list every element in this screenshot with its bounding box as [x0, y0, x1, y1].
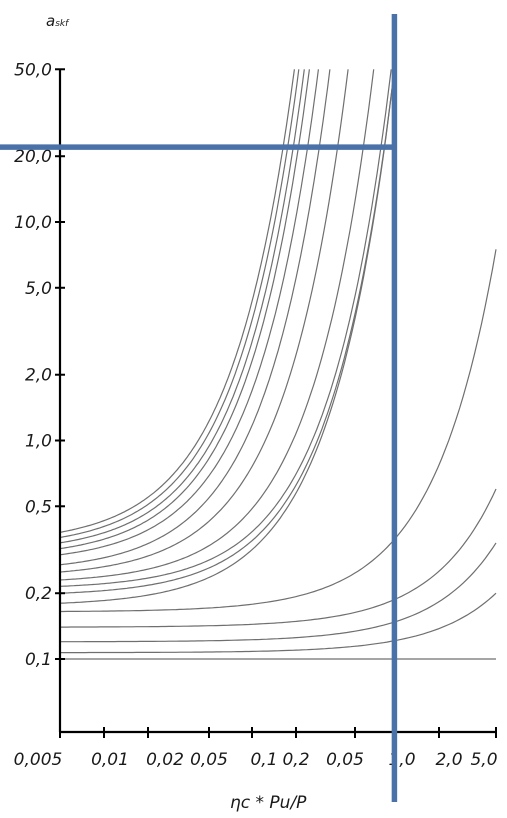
y-tick-label: 50,0: [14, 60, 52, 80]
x-tick-label: 5,0: [470, 750, 497, 770]
y-tick-label: 0,5: [25, 497, 52, 517]
y-tick-label: 10,0: [14, 213, 52, 233]
curve-6: [59, 69, 395, 604]
curve-12: [59, 69, 319, 556]
x-tick-label: 0,005: [14, 750, 63, 770]
x-tick-label: 0,05: [326, 750, 364, 770]
x-tick-label: 2,0: [435, 750, 462, 770]
x-tick-label: 0,01: [91, 750, 129, 770]
y-tick-label: 0,2: [25, 584, 52, 604]
y-tick-label: 5,0: [25, 279, 52, 299]
x-tick-label: 0,1: [250, 750, 277, 770]
curve-4: [60, 488, 497, 628]
y-axis-title: askf: [46, 12, 70, 30]
curve-10: [59, 69, 349, 573]
curve-9: [59, 69, 375, 581]
x-tick-label: 0,2: [282, 750, 309, 770]
curve-5: [60, 249, 497, 613]
curve-16: [59, 69, 295, 533]
curve-3: [60, 542, 497, 643]
curve-group: [59, 69, 497, 660]
marker-group: [0, 14, 398, 802]
curve-14: [59, 69, 305, 544]
y-axis-title-subscript: skf: [55, 19, 70, 29]
curve-8: [59, 69, 392, 587]
curve-15: [59, 69, 300, 538]
y-tick-label: 2,0: [25, 366, 52, 386]
curve-7: [59, 69, 395, 594]
curve-11: [59, 69, 331, 566]
y-tick-label: 1,0: [25, 432, 52, 452]
x-axis-title: ηc * Pu/P: [230, 793, 307, 813]
y-tick-label: 0,1: [25, 650, 52, 670]
curve-13: [59, 69, 310, 550]
curve-2: [60, 592, 497, 654]
x-tick-label: 0,02: [146, 750, 184, 770]
tick-label-group: 50,020,010,05,02,01,00,50,20,10,005 0,01 0…: [14, 60, 498, 770]
axes-group: [58, 70, 496, 734]
y-tick-label: 20,0: [14, 147, 52, 167]
x-tick-label: 0,05: [190, 750, 228, 770]
tick-mark-group: [55, 68, 497, 738]
